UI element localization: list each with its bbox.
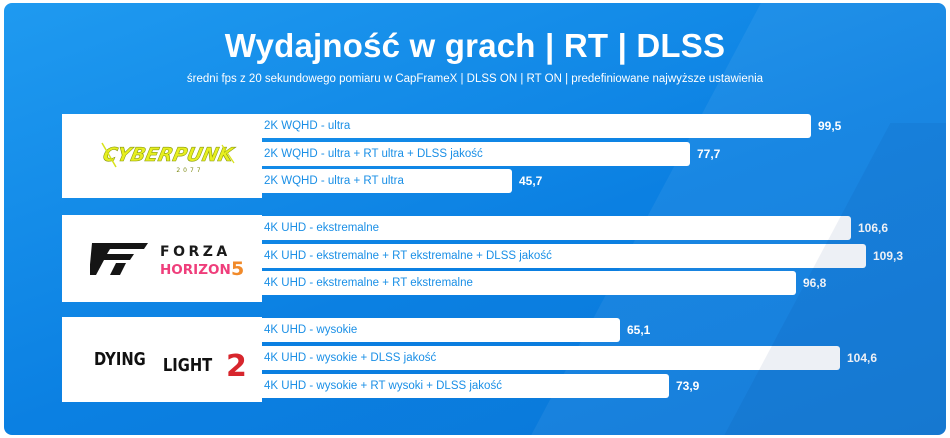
bar-value-label: 45,7 <box>519 174 543 188</box>
bar-value-label: 99,5 <box>818 119 842 133</box>
cyberpunk-logo-text: CYBERPUNK <box>101 143 238 166</box>
chart-subtitle: średni fps z 20 sekundowego pomiaru w Ca… <box>186 73 764 85</box>
bar: 4K UHD - ekstremalne <box>258 216 851 240</box>
dying-light-logo: DYING LIGHT 2 <box>94 339 254 384</box>
bar: 2K WQHD - ultra + RT ultra + DLSS jakość <box>258 142 690 166</box>
cyberpunk-logo-year: 2077 <box>176 167 203 174</box>
bar: 4K UHD - wysokie + DLSS jakość <box>258 346 840 370</box>
bar: 4K UHD - ekstremalne + RT ekstremalne + … <box>258 244 866 268</box>
bar-value-label: 109,3 <box>873 249 904 263</box>
bar: 4K UHD - wysokie + RT wysoki + DLSS jako… <box>258 374 669 398</box>
group-panel-dying-light <box>62 317 262 402</box>
dying-light-logo-number: 2 <box>226 349 247 381</box>
bar-value-label: 77,7 <box>697 147 721 161</box>
chart-background: Wydajność w grach | RT | DLSS średni fps… <box>4 3 946 435</box>
bar: 4K UHD - ekstremalne + RT ekstremalne <box>258 271 796 295</box>
forza-horizon-logo: FORZA HORIZON 5 <box>89 239 250 280</box>
forza-logo-number: 5 <box>231 258 244 279</box>
bar-value-label: 106,6 <box>858 221 889 235</box>
forza-logo-text: FORZA <box>160 244 231 260</box>
bar-value-label: 65,1 <box>627 323 651 337</box>
bar-value-label: 73,9 <box>676 379 700 393</box>
forza-logo-horizon: HORIZON <box>160 262 231 278</box>
bar: 2K WQHD - ultra <box>258 114 811 138</box>
bar-value-label: 104,6 <box>847 351 878 365</box>
forza-emblem-icon <box>89 243 148 275</box>
bar-value-label: 96,8 <box>803 276 827 290</box>
bar: 2K WQHD - ultra + RT ultra <box>258 169 512 193</box>
chart-title: Wydajność w grach | RT | DLSS <box>224 27 726 64</box>
cyberpunk-logo: CYBERPUNK 2077 <box>82 137 252 177</box>
dying-light-logo-light: LIGHT <box>163 355 213 376</box>
dying-light-logo-dying: DYING <box>94 349 146 370</box>
bar: 4K UHD - wysokie <box>258 318 620 342</box>
